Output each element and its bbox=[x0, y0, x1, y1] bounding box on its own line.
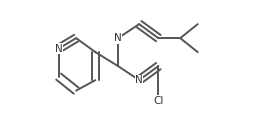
Text: Cl: Cl bbox=[153, 96, 164, 106]
Text: N: N bbox=[114, 33, 122, 43]
Text: N: N bbox=[135, 75, 143, 85]
Text: N: N bbox=[55, 44, 63, 54]
